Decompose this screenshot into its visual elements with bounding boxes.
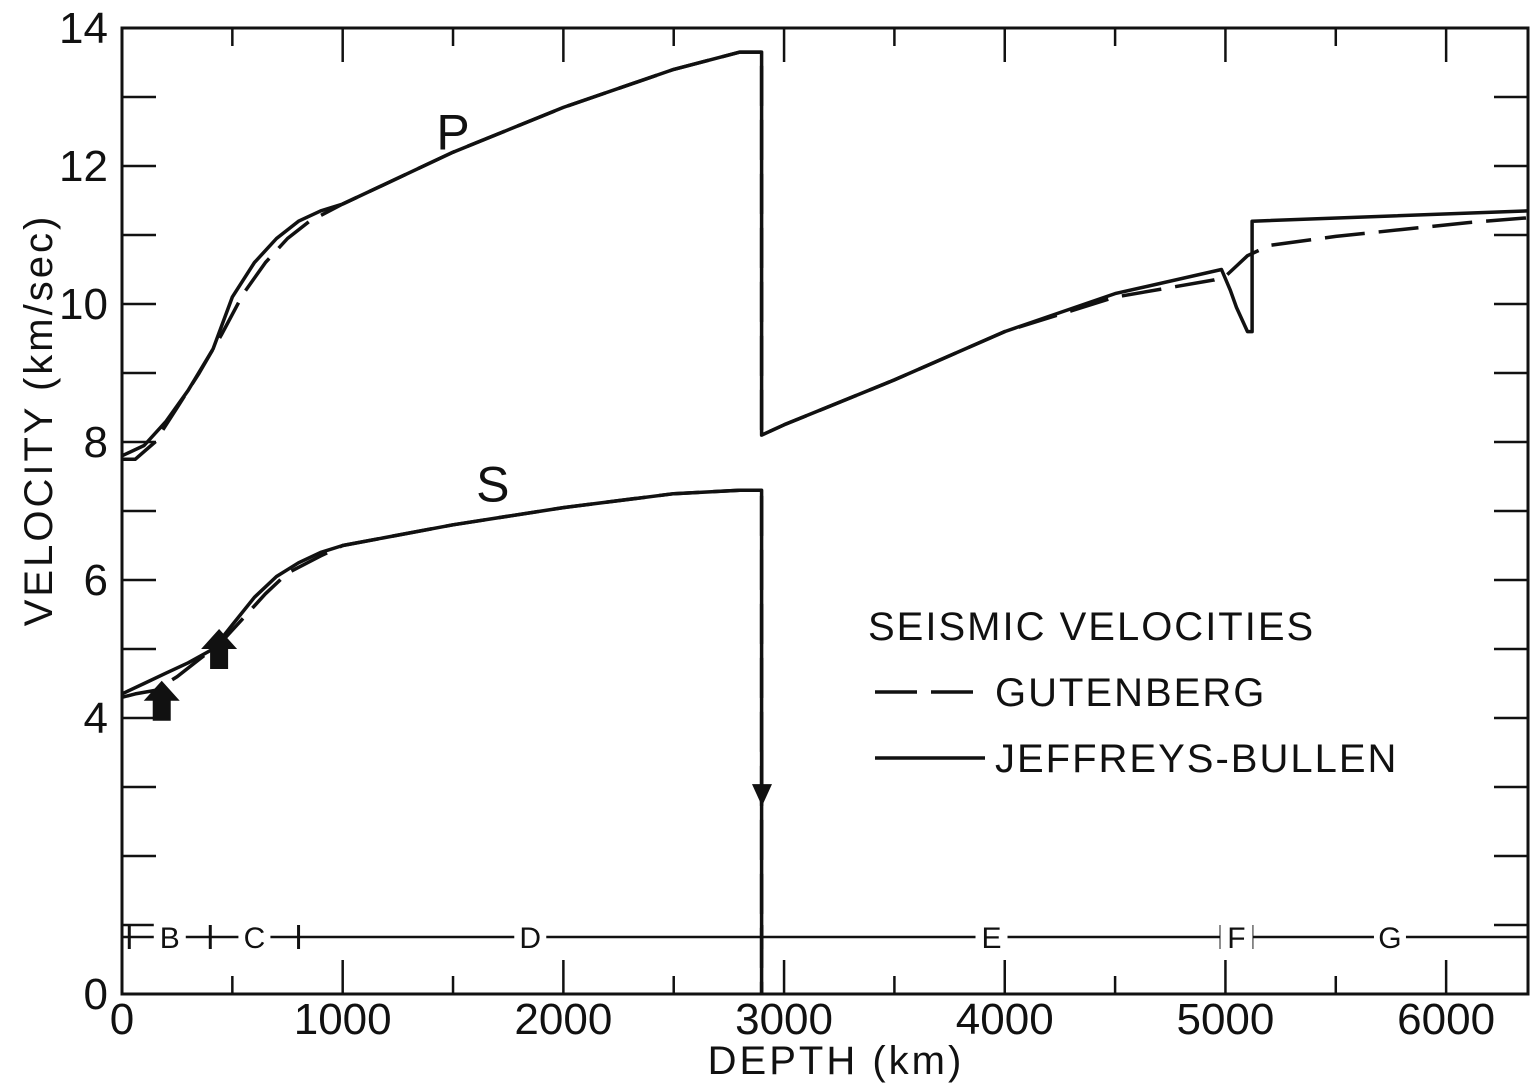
y-tick-label: 10 [59, 280, 108, 329]
zone-label: E [982, 922, 1002, 955]
legend-label-jeffreys-bullen: JEFFREYS-BULLEN [995, 737, 1398, 781]
zone-label-bg [238, 919, 271, 955]
x-tick-label: 4000 [956, 995, 1054, 1044]
series-layer [121, 50, 1529, 994]
arrow-up-marker [143, 680, 180, 721]
zone-label: B [160, 922, 180, 955]
curve-label-p: P [436, 105, 469, 161]
y-tick-label: 8 [84, 418, 108, 467]
zone-label: C [244, 922, 266, 955]
zone-label-bg [975, 919, 1008, 955]
x-tick-label: 3000 [735, 995, 833, 1044]
x-tick-label: 1000 [294, 995, 392, 1044]
zone-label-bg [1220, 919, 1253, 955]
y-tick-label: 6 [84, 556, 108, 605]
arrow-up-marker [201, 629, 238, 669]
x-tick-label: 5000 [1176, 995, 1274, 1044]
legend-title: SEISMIC VELOCITIES [868, 605, 1315, 649]
y-tick-label: 12 [59, 142, 108, 191]
legend: SEISMIC VELOCITIES GUTENBERG JEFFREYS-BU… [868, 605, 1398, 781]
y-tick-label: 4 [84, 694, 108, 743]
x-tick-label: 2000 [514, 995, 612, 1044]
markers-layer [143, 629, 772, 807]
x-tick-label: 6000 [1397, 995, 1495, 1044]
tick-labels: 0 1000 2000 3000 4000 5000 6000 0 4 6 8 10 12 14 [59, 4, 1495, 1044]
series-line-1 [122, 50, 1529, 462]
zone-label: G [1378, 922, 1401, 955]
arrow-down-marker [751, 784, 772, 807]
zone-label-bg [1373, 919, 1406, 955]
x-axis-title: DEPTH (km) [708, 1039, 965, 1083]
x-tick-label: 0 [110, 995, 134, 1044]
y-tick-label: 0 [84, 970, 108, 1019]
curve-label-s: S [476, 456, 509, 512]
zone-label: F [1227, 922, 1245, 955]
legend-label-gutenberg: GUTENBERG [995, 671, 1266, 715]
axes-frame [120, 26, 1530, 996]
zone-label: D [519, 922, 541, 955]
zone-bar: B C D E F G [122, 919, 1530, 955]
y-axis-title: VELOCITY (km/sec) [17, 214, 61, 627]
zone-label-bg [514, 919, 547, 955]
zone-label-bg [153, 919, 186, 955]
series-line-3 [121, 488, 764, 994]
curve-labels: PS [436, 105, 509, 513]
y-tick-label: 14 [59, 4, 108, 53]
